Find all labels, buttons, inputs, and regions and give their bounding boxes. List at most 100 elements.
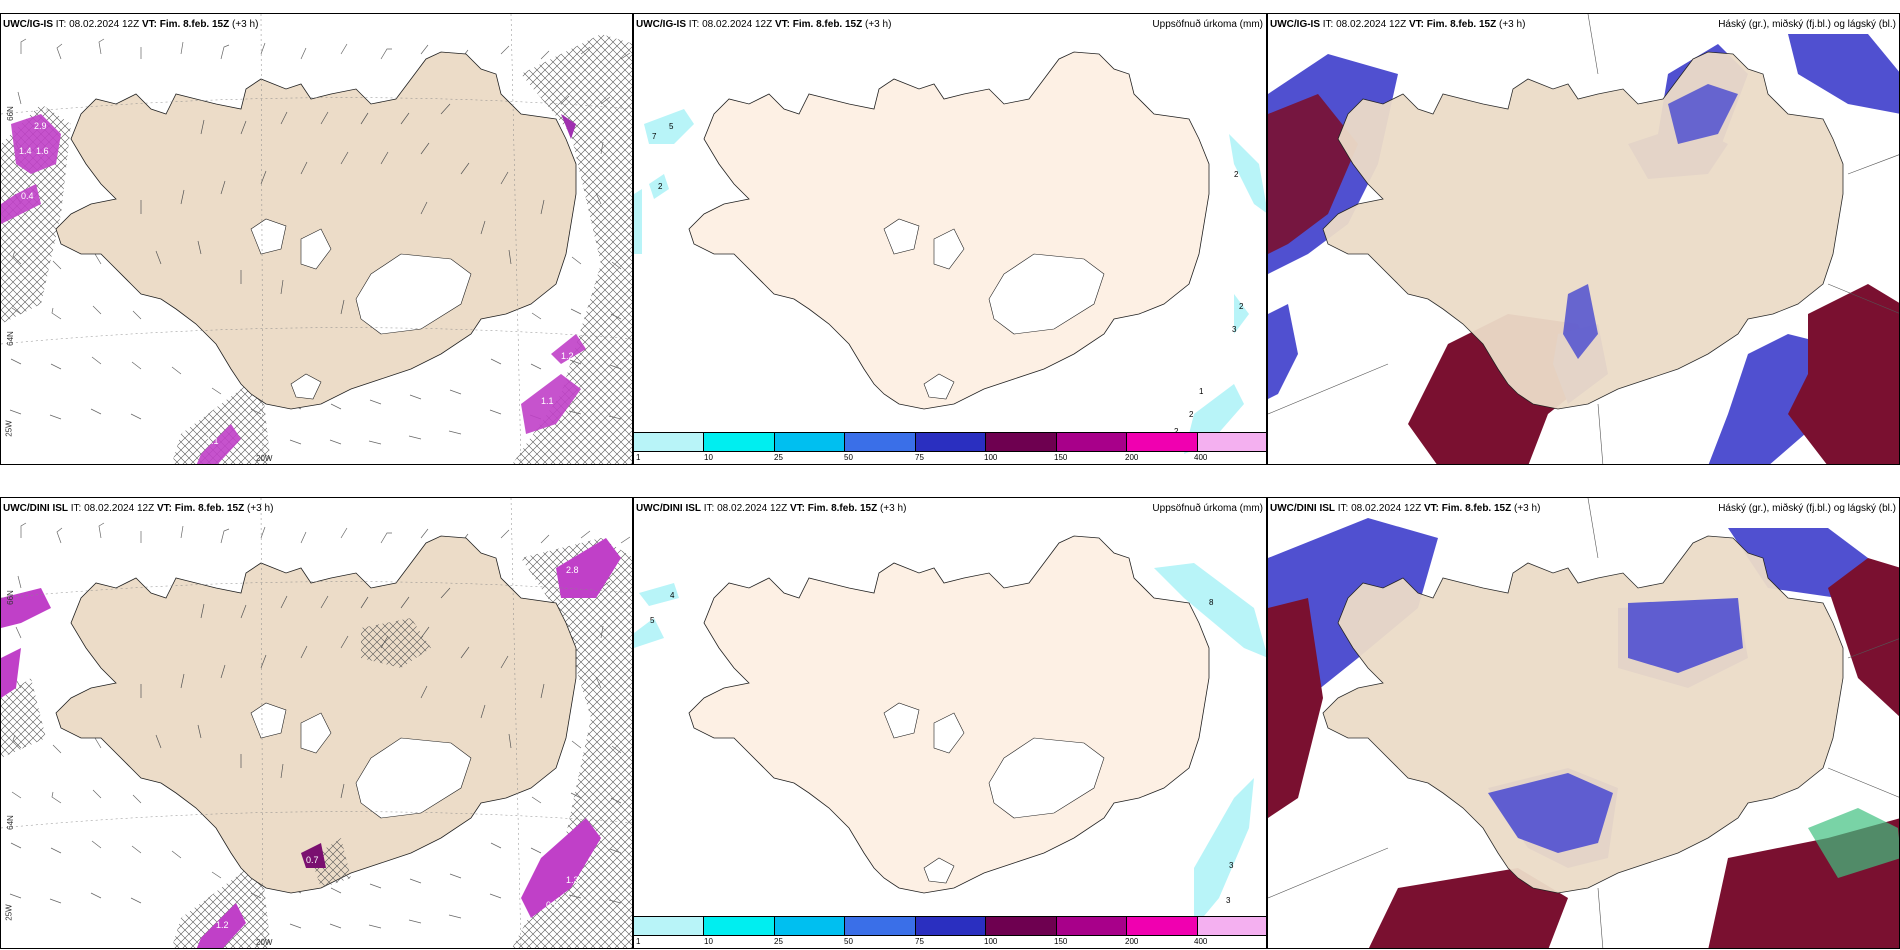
panel-title: UWC/DINI ISL IT: 08.02.2024 12Z VT: Fim.… — [636, 503, 907, 514]
precip-area — [644, 109, 694, 144]
colorbar-tick: 75 — [915, 453, 924, 462]
iceland-land — [688, 535, 1210, 894]
precip-label: 3 — [1229, 861, 1234, 870]
grid-label-lon: 25W — [4, 904, 14, 921]
wind-barbs — [9, 38, 631, 445]
precip-label: 4 — [670, 591, 675, 600]
precip-label: 1 — [1199, 387, 1204, 396]
colorbar-segment — [704, 433, 775, 451]
wind-label: 1.6 — [36, 146, 49, 156]
precip-label: 3 — [1232, 325, 1237, 334]
glacier — [355, 253, 472, 335]
wind-label: 1.1 — [206, 436, 219, 446]
colorbar-segment — [634, 917, 705, 935]
grid-label-lat: 66N — [5, 106, 15, 121]
cloud-map-panel-bottom: UWC/DINI ISL IT: 08.02.2024 12Z VT: Fim.… — [1267, 497, 1900, 949]
wind-label: 1.3 — [566, 875, 579, 885]
panel-title: UWC/IG-IS IT: 08.02.2024 12Z VT: Fim. 8.… — [3, 19, 259, 30]
grid-label-lat: 64N — [5, 815, 15, 830]
glacier — [290, 373, 322, 400]
wind-speed-area — [561, 114, 576, 139]
colorbar-segment — [986, 433, 1057, 451]
precip-title: Uppsöfnuð úrkoma (mm) — [1152, 19, 1263, 30]
cloud-area — [1368, 868, 1568, 948]
cloud-title: Háský (gr.), miðský (fj.bl.) og lágský (… — [1718, 503, 1896, 514]
wind-speed-area — [521, 818, 601, 918]
precip-label: 8 — [1209, 598, 1214, 607]
colorbar-segment — [1197, 433, 1266, 451]
panel-title: UWC/DINI ISL IT: 08.02.2024 12Z VT: Fim.… — [3, 503, 274, 514]
panel-title: UWC/IG-IS IT: 08.02.2024 12Z VT: Fim. 8.… — [1270, 19, 1526, 30]
colorbar-ticks: 1 10 25 50 75 100 150 200 400 — [634, 453, 1266, 464]
precip-label: 2 — [1174, 427, 1179, 436]
colorbar-tick: 1 — [636, 937, 641, 946]
precip-area — [1229, 134, 1266, 213]
wind-label: 0.9 — [546, 900, 559, 910]
iceland-land — [688, 51, 1210, 410]
hatched-area — [171, 858, 271, 948]
grid-label-lon: 20W — [256, 938, 273, 947]
colorbar-tick: 1 — [636, 453, 641, 462]
colorbar-tick: 200 — [1125, 453, 1139, 462]
colorbar-tick: 400 — [1194, 453, 1208, 462]
precip-area — [649, 174, 669, 199]
colorbar-tick: 150 — [1054, 453, 1068, 462]
panel-title: UWC/DINI ISL IT: 08.02.2024 12Z VT: Fim.… — [1270, 503, 1541, 514]
colorbar-tick: 75 — [915, 937, 924, 946]
wind-speed-area — [521, 374, 581, 434]
wind-map-panel-bottom: UWC/DINI ISL IT: 08.02.2024 12Z VT: Fim.… — [0, 497, 633, 949]
precip-label: 2 — [1189, 410, 1194, 419]
cloud-map-panel-top: UWC/IG-IS IT: 08.02.2024 12Z VT: Fim. 8.… — [1267, 13, 1900, 465]
wind-speed-area — [1, 648, 21, 698]
precip-area — [634, 618, 664, 648]
cloud-area — [1268, 598, 1323, 818]
cloud-title: Háský (gr.), miðský (fj.bl.) og lágský (… — [1718, 19, 1896, 30]
grid-label-lat: 64N — [5, 331, 15, 346]
precip-label: 5 — [669, 122, 674, 131]
hatched-area — [171, 374, 271, 464]
hatched-area — [1, 678, 46, 758]
grid-label-lon: 25W — [4, 420, 14, 437]
colorbar-segment — [915, 433, 987, 451]
colorbar-segment — [634, 433, 705, 451]
iceland-land — [55, 51, 577, 410]
precip-map-panel-top: UWC/IG-IS IT: 08.02.2024 12Z VT: Fim. 8.… — [633, 13, 1267, 465]
wind-map: 2.9 1.4 1.6 0.4 1.1 1.2 1.1 — [1, 14, 632, 464]
wind-label: 1.2 — [561, 351, 574, 361]
panel-title: UWC/IG-IS IT: 08.02.2024 12Z VT: Fim. 8.… — [636, 19, 892, 30]
colorbar-tick: 25 — [774, 937, 783, 946]
colorbar-tick: 50 — [844, 453, 853, 462]
cloud-area — [1828, 558, 1899, 717]
colorbar-segment — [1056, 433, 1128, 451]
colorbar-segment — [1197, 917, 1266, 935]
colorbar-segment — [1056, 917, 1128, 935]
precip-map: 4 5 8 3 3 — [634, 535, 1266, 928]
colorbar-tick: 25 — [774, 453, 783, 462]
precip-colorbar — [634, 432, 1266, 452]
colorbar-tick: 10 — [704, 937, 713, 946]
precip-colorbar — [634, 916, 1266, 936]
grid-label-lat: 66N — [5, 590, 15, 605]
wind-speed-area — [301, 843, 326, 868]
precip-area — [1154, 563, 1266, 658]
cloud-area — [1808, 808, 1899, 878]
wind-speed-area — [196, 424, 241, 464]
colorbar-tick: 200 — [1125, 937, 1139, 946]
wind-label: 1.1 — [541, 396, 554, 406]
cloud-area — [1268, 94, 1358, 254]
colorbar-tick: 50 — [844, 937, 853, 946]
colorbar-segment — [1127, 433, 1198, 451]
colorbar-segment — [845, 433, 916, 451]
colorbar-segment — [774, 917, 846, 935]
precip-area — [634, 189, 642, 254]
precip-label: 2 — [1239, 302, 1244, 311]
colorbar-tick: 100 — [984, 937, 998, 946]
colorbar-segment — [774, 433, 846, 451]
wind-map: 2.8 1.3 0.9 1.2 0.7 — [1, 498, 632, 948]
cloud-map — [1268, 14, 1899, 464]
iceland-land — [55, 535, 577, 894]
precip-area — [639, 583, 679, 606]
wind-label: 1.2 — [216, 920, 229, 930]
precip-title: Uppsöfnuð úrkoma (mm) — [1152, 503, 1263, 514]
cloud-area — [1268, 304, 1298, 399]
